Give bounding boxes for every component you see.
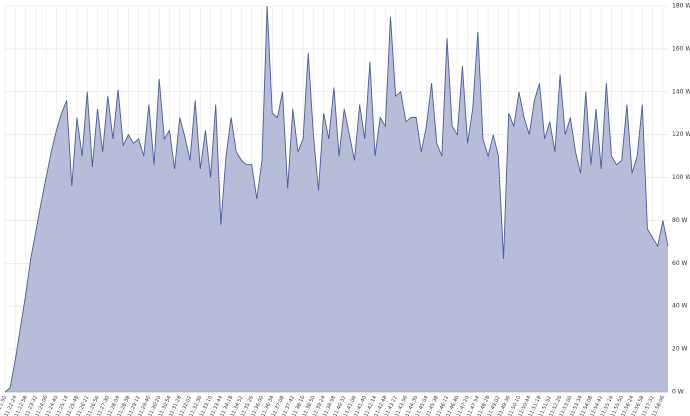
x-tick-label: 11:21:50 [0, 395, 8, 416]
y-tick-label: 160 W [672, 45, 690, 52]
y-tick-label: 180 W [672, 3, 690, 10]
y-tick-label: 60 W [672, 260, 688, 267]
y-tick-label: 140 W [672, 88, 690, 95]
area [5, 6, 668, 392]
y-tick-label: 120 W [672, 131, 690, 138]
line [4, 5, 669, 393]
y-tick-label: 100 W [672, 174, 690, 181]
y-tick-label: 80 W [672, 217, 688, 224]
y-tick-label: 20 W [672, 346, 688, 353]
y-tick-label: 40 W [672, 303, 688, 310]
y-tick-label: 0 W [672, 389, 684, 396]
